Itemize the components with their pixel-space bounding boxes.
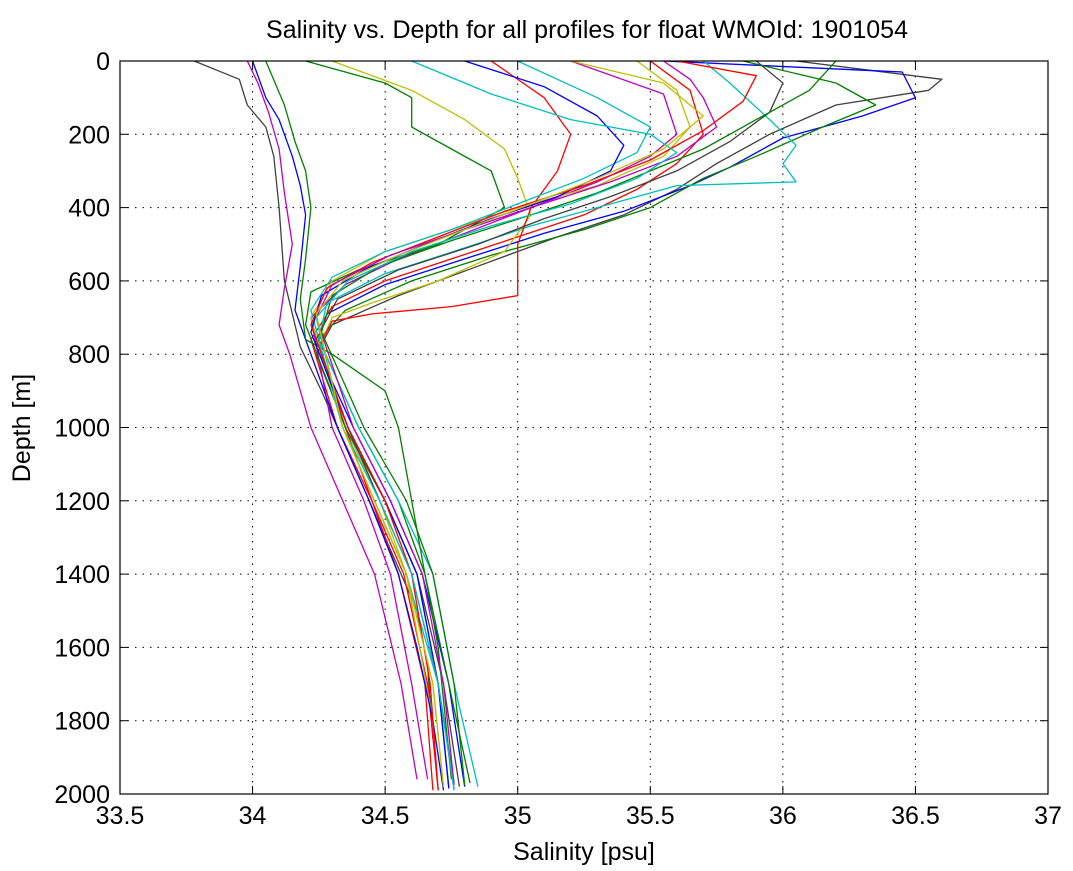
x-tick-label: 33.5 [96,802,145,830]
chart-title: Salinity vs. Depth for all profiles for … [266,16,908,44]
x-tick-labels: 33.5 34 34.5 35 35.5 36 36.5 37 [96,802,1062,830]
profile-line [315,61,718,785]
profile-line [265,61,453,780]
x-tick-label: 37 [1034,802,1062,830]
profile-line [246,61,418,780]
profile-line [320,61,837,785]
y-tick-label: 0 [96,48,110,76]
x-axis-label: Salinity [psu] [513,838,655,866]
y-tick-label: 1200 [54,488,110,516]
profile-line [315,61,704,787]
profile-line [318,61,572,791]
profile-line [318,61,877,784]
x-tick-label: 35 [504,802,532,830]
y-tick-label: 400 [68,195,110,223]
y-axis-label: Depth [m] [8,374,36,482]
y-tick-label: 1600 [54,634,110,662]
y-tick-label: 2000 [54,781,110,809]
y-tick-labels: 0 200 400 600 800 1000 1200 1400 1600 1800 2000 [54,48,110,809]
y-tick-label: 800 [68,341,110,369]
profile-line [251,61,445,791]
profile-line [318,61,532,721]
profile-lines [193,61,943,791]
x-tick-label: 36.5 [891,802,940,830]
axis-ticks [119,60,1049,795]
y-tick-label: 1800 [54,708,110,736]
y-tick-label: 1000 [54,415,110,443]
x-tick-label: 34 [239,802,267,830]
x-tick-label: 35.5 [626,802,675,830]
y-tick-label: 1400 [54,561,110,589]
y-tick-label: 600 [68,268,110,296]
profile-line [310,61,704,791]
y-tick-label: 200 [68,121,110,149]
x-tick-label: 36 [769,802,797,830]
grid-lines [120,61,1048,794]
profile-line [315,61,678,791]
x-tick-label: 34.5 [361,802,410,830]
